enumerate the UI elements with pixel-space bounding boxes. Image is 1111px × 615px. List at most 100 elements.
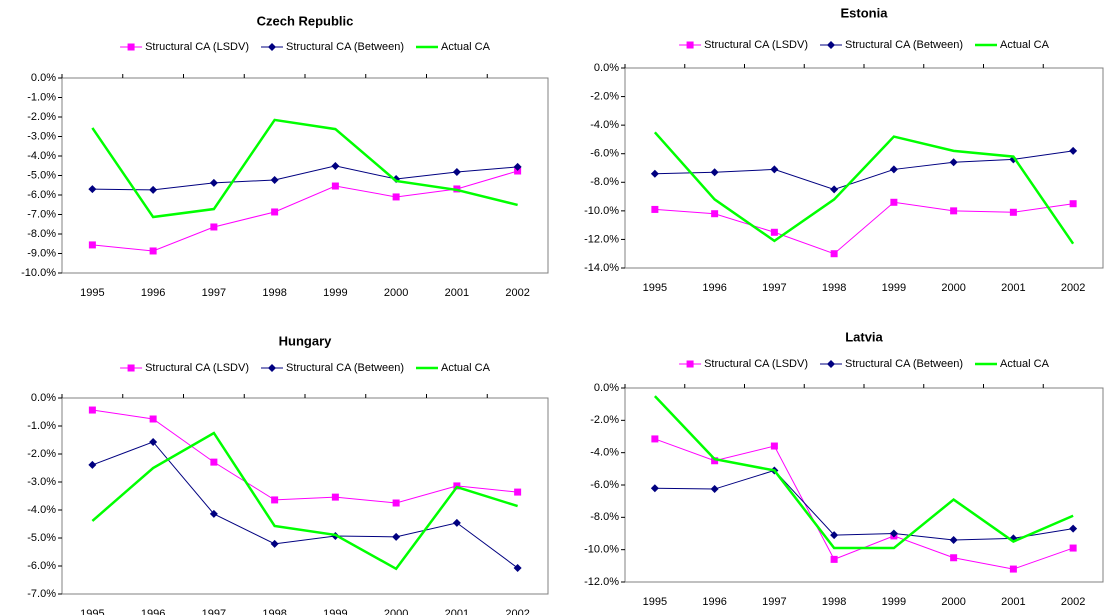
plot-area [624,387,1104,583]
marker [270,539,279,548]
marker [770,165,779,174]
x-tick-label: 1995 [643,282,667,294]
x-tick-label: 1995 [80,287,104,299]
marker [711,210,719,218]
marker [270,175,279,184]
y-tick-label: -5.0% [27,169,56,181]
series-line [91,118,518,219]
y-tick-label: -2.0% [27,111,56,123]
marker [514,167,522,175]
series-line [92,409,518,504]
legend-label: Actual CA [1000,39,1050,51]
marker [710,168,719,177]
y-tick-label: -5.0% [27,532,56,544]
legend-marker [686,360,694,368]
x-tick-label: 2001 [445,287,469,299]
x-tick-label: 1998 [822,282,846,294]
legend-marker [268,364,276,372]
y-tick-label: -3.0% [27,476,56,488]
y-tick-label: -10.0% [21,267,56,279]
y-tick-label: -1.0% [27,420,56,432]
marker [392,532,401,541]
y-tick-label: -8.0% [27,228,56,240]
legend-label: Actual CA [441,41,491,53]
x-tick-label: 2000 [384,608,408,615]
marker [830,555,838,563]
marker [650,484,659,493]
y-tick-label: -4.0% [590,447,619,459]
x-tick-label: 2002 [505,287,529,299]
x-tick-label: 1996 [702,596,726,608]
marker [88,241,96,249]
y-tick-label: -2.0% [27,448,56,460]
x-tick-label: 2000 [941,282,965,294]
y-tick-label: -7.0% [27,208,56,220]
marker [88,406,96,414]
x-tick-label: 1997 [202,608,226,615]
marker [1069,146,1078,155]
x-tick-label: 2000 [384,287,408,299]
series-line [91,431,518,571]
y-tick-label: 0.0% [31,72,56,84]
legend-marker [686,41,694,49]
marker [1009,208,1017,216]
y-tick-label: -10.0% [584,205,619,217]
chart: Estonia 0.0% -2.0% -4.0% -6.0% -8.0% -10.0% -12… [584,5,1104,294]
marker [949,535,958,544]
plot-area [61,77,549,274]
x-tick-label: 1995 [643,596,667,608]
legend-label: Structural CA (LSDV) [145,362,249,374]
x-tick-label: 1999 [882,282,906,294]
x-tick-label: 1997 [762,282,786,294]
marker [1069,544,1077,552]
x-tick-label: 1998 [822,596,846,608]
series-line [92,165,518,191]
marker [149,437,158,446]
y-tick-label: -4.0% [590,119,619,131]
y-tick-label: -6.0% [590,148,619,160]
marker [513,563,522,572]
legend: Structural CA (LSDV) Structural CA (Betwe… [120,362,491,374]
y-tick-label: -12.0% [584,233,619,245]
series-line [654,201,1074,255]
marker [1009,565,1017,573]
marker [949,158,958,167]
x-tick-label: 1999 [323,287,347,299]
marker [1069,524,1078,533]
y-tick-label: -4.0% [27,504,56,516]
x-tick-label: 2001 [445,608,469,615]
x-tick-label: 2000 [941,596,965,608]
marker [88,460,97,469]
series-line [92,441,518,569]
marker [711,457,719,465]
x-tick-label: 1997 [202,287,226,299]
y-tick-label: -12.0% [584,576,619,588]
marker [890,198,898,206]
y-tick-label: -7.0% [27,588,56,600]
legend-marker [827,41,835,49]
x-tick-label: 2002 [1061,282,1085,294]
marker [950,207,958,215]
y-tick-label: 0.0% [594,382,619,394]
marker [770,228,778,236]
marker [950,554,958,562]
series-line [92,170,518,252]
chart-title: Hungary [279,333,333,348]
chart: Hungary 0.0% -1.0% -2.0% -3.0% -4.0% -5.0% -6.0… [27,333,549,615]
x-tick-label: 1996 [141,287,165,299]
legend: Structural CA (LSDV) Structural CA (Betwe… [120,41,491,53]
plot-area [61,397,549,595]
legend-marker [127,43,135,51]
x-tick-label: 1996 [141,608,165,615]
marker [650,169,659,178]
marker [514,488,522,496]
x-tick-label: 2002 [505,608,529,615]
x-tick-label: 1999 [882,596,906,608]
y-tick-label: -14.0% [584,262,619,274]
y-tick-label: -6.0% [27,189,56,201]
y-tick-label: -6.0% [590,479,619,491]
chart-title: Latvia [845,329,883,344]
x-tick-label: 1998 [262,287,286,299]
x-tick-label: 1997 [762,596,786,608]
